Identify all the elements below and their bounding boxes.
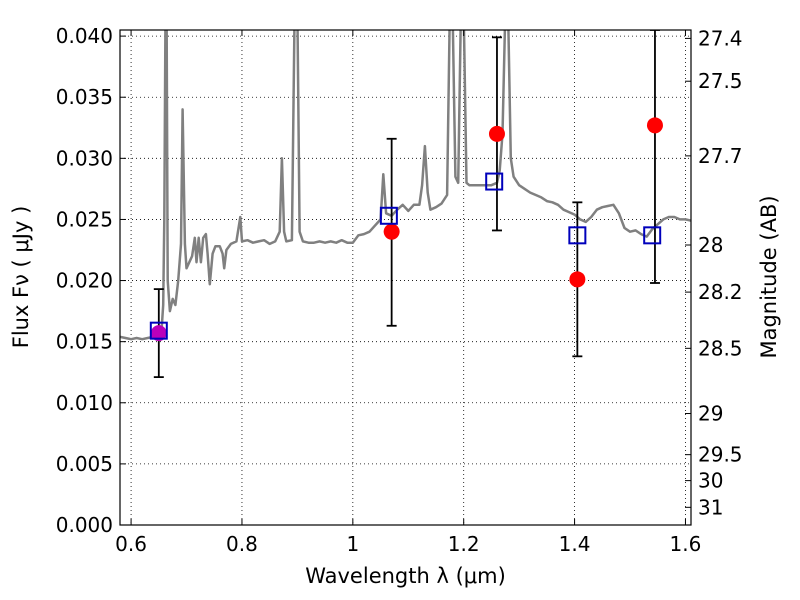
model-flux-marker	[568, 226, 587, 245]
y-tick-label: 0.040	[56, 24, 113, 48]
y-axis-label: Flux Fν ( μJy )	[9, 206, 33, 349]
model-flux-marker	[149, 321, 168, 340]
observed-flux-point	[488, 125, 505, 142]
mag-tick-label: 30	[698, 469, 723, 493]
mag-tick-label: 29	[698, 402, 723, 426]
x-tick-label: 0.8	[226, 532, 258, 556]
error-bars-layer	[153, 30, 660, 379]
x-tick-label: 0.6	[115, 532, 147, 556]
mag-tick-label: 28.2	[698, 280, 743, 304]
observed-flux-point	[150, 325, 167, 342]
y-tick-label: 0.035	[56, 85, 113, 109]
y-tick-label: 0.005	[56, 452, 113, 476]
y-tick-label: 0.030	[56, 146, 113, 170]
y-tick-label: 0.010	[56, 391, 113, 415]
observed-flux-point	[569, 271, 586, 288]
mag-tick-label: 27.4	[698, 26, 743, 50]
x-tick-label: 1.2	[448, 532, 480, 556]
mag-tick-label: 27.7	[698, 144, 743, 168]
axis-ticks: 0.6 0.8 1 1.2 1.4 1.6 0.000 0.005 0.010 0.015 0.02…	[56, 24, 743, 556]
x-tick-label: 1.6	[670, 532, 702, 556]
mag-tick-label: 28	[698, 233, 723, 257]
observed-flux-point	[383, 223, 400, 240]
y-tick-label: 0.020	[56, 269, 113, 293]
y-tick-label: 0.000	[56, 513, 113, 537]
y-tick-label: 0.015	[56, 330, 113, 354]
data-points-layer	[149, 117, 663, 342]
x-tick-label: 1	[346, 532, 359, 556]
model-flux-marker	[485, 172, 504, 191]
observed-flux-point	[646, 117, 663, 134]
x-tick-label: 1.4	[559, 532, 591, 556]
right-axis-label: Magnitude (AB)	[757, 195, 781, 358]
mag-tick-label: 31	[698, 495, 723, 519]
model-flux-marker	[643, 226, 662, 245]
model-flux-marker	[379, 206, 398, 225]
y-tick-label: 0.025	[56, 207, 113, 231]
model-spectrum-layer	[120, 30, 691, 341]
plot-frame	[119, 29, 692, 526]
mag-tick-label: 27.5	[698, 69, 743, 93]
mag-tick-label: 29.5	[698, 443, 743, 467]
model-spectrum-line	[120, 30, 691, 341]
grid-lines	[120, 30, 691, 526]
mag-tick-label: 28.5	[698, 336, 743, 360]
x-axis-label: Wavelength λ (μm)	[305, 564, 506, 588]
